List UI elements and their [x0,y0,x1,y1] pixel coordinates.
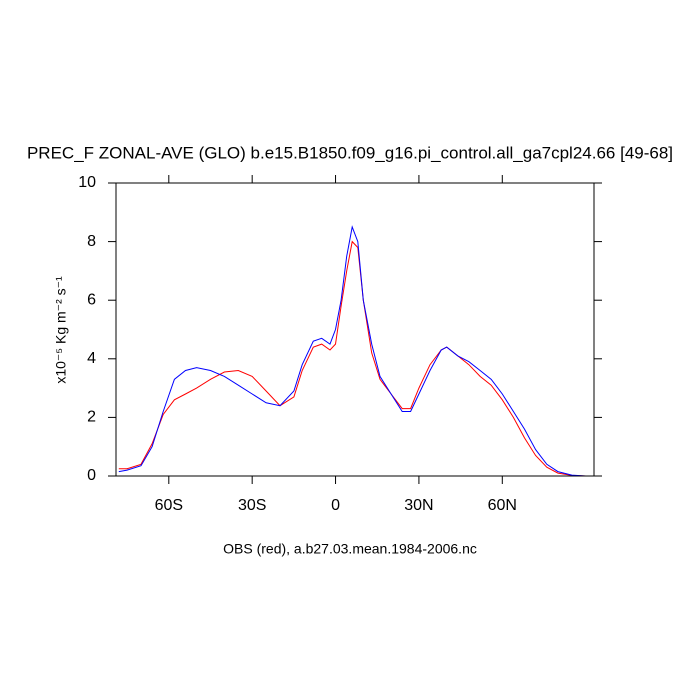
y-tick-label: 6 [87,291,96,308]
y-tick-label: 0 [87,467,96,484]
y-tick-label: 8 [87,233,96,250]
x-tick-label: 30N [404,497,433,514]
data-line [118,225,586,477]
chart-title: PREC_F ZONAL-AVE (GLO) b.e15.B1850.f09_g… [27,143,673,162]
y-tick-label: 4 [87,350,96,367]
y-tick-label: 10 [78,174,96,191]
data-line [118,240,586,477]
plot-frame [115,182,595,477]
x-tick-label: 0 [331,497,340,514]
y-axis-label: x10⁻⁵ Kg m⁻² s⁻¹ [53,276,69,384]
x-axis-label: OBS (red), a.b27.03.mean.1984-2006.nc [223,541,477,557]
x-tick-label: 60S [155,497,183,514]
x-tick-label: 60N [488,497,517,514]
x-tick-label: 30S [238,497,266,514]
y-tick-label: 2 [87,409,96,426]
